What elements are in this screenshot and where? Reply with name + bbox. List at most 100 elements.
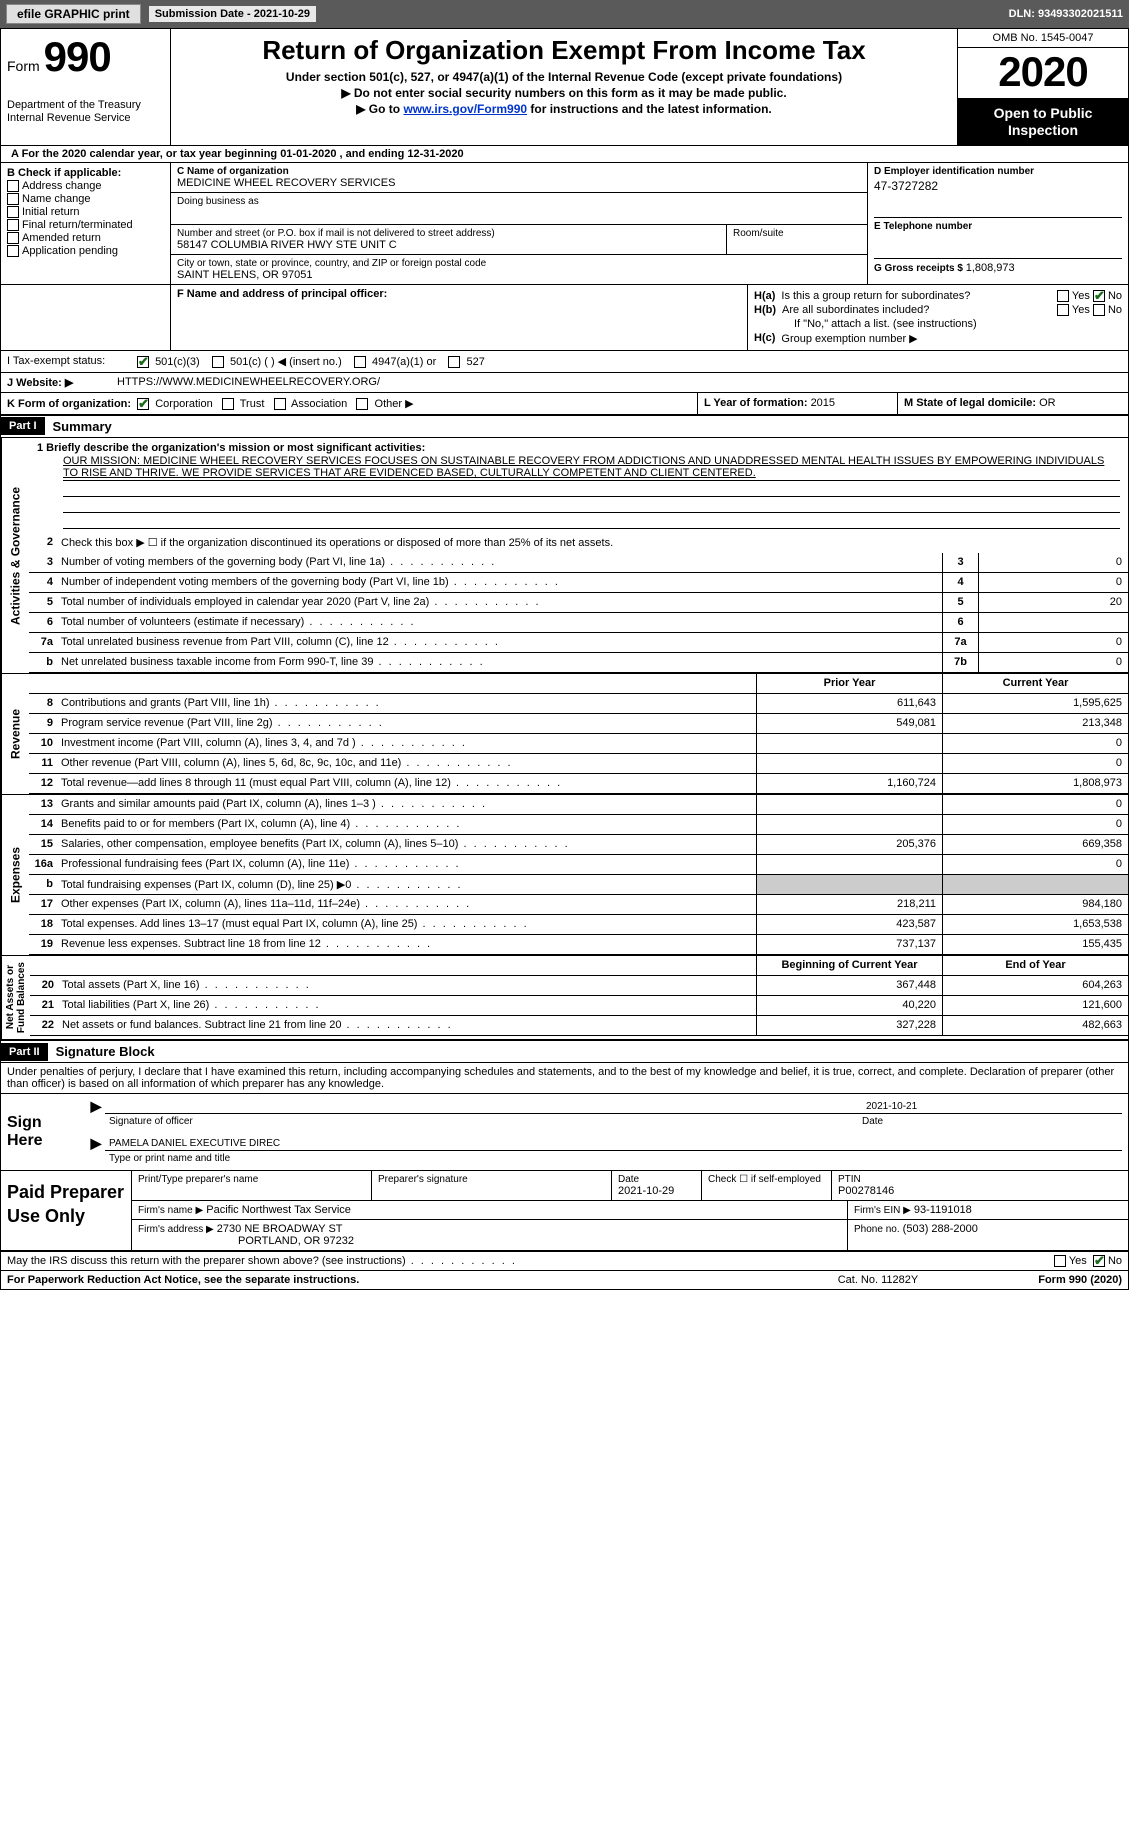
row-klm: K Form of organization: Corporation Trus… [1,393,1128,416]
chk-address-change[interactable]: Address change [7,180,164,192]
ha-text: Is this a group return for subordinates? [781,290,1057,302]
hb-yes[interactable] [1057,304,1069,316]
discuss-no[interactable] [1093,1255,1105,1267]
fin-line-b: bTotal fundraising expenses (Part IX, co… [29,875,1128,895]
prep-sig-label: Preparer's signature [378,1174,605,1185]
chk-corporation[interactable] [137,398,149,410]
officer-name: PAMELA DANIEL EXECUTIVE DIREC [105,1137,1122,1150]
city-label: City or town, state or province, country… [177,258,861,269]
net-assets-section: Net Assets or Fund Balances Beginning of… [1,956,1128,1041]
chk-501c[interactable] [212,356,224,368]
form-org-label: K Form of organization: [7,398,131,410]
chk-amended[interactable]: Amended return [7,232,164,244]
chk-527[interactable] [448,356,460,368]
box-k: K Form of organization: Corporation Trus… [1,393,698,414]
tax-year: 2020 [958,48,1128,99]
paid-preparer-section: Paid Preparer Use Only Print/Type prepar… [1,1171,1128,1252]
chk-initial-return[interactable]: Initial return [7,206,164,218]
room-suite-cell: Room/suite [727,225,867,255]
gov-line-b: bNet unrelated business taxable income f… [29,653,1128,673]
chk-app-pending[interactable]: Application pending [7,245,164,257]
part2-title: Signature Block [48,1041,163,1062]
chk-name-change[interactable]: Name change [7,193,164,205]
fin-line-16a: 16aProfessional fundraising fees (Part I… [29,855,1128,875]
hb-no[interactable] [1093,304,1105,316]
section-bcdefg: B Check if applicable: Address change Na… [1,163,1128,285]
org-name: MEDICINE WHEEL RECOVERY SERVICES [177,177,861,189]
gross-receipts-label: G Gross receipts $ [874,263,966,274]
top-bar: efile GRAPHIC print Submission Date - 20… [0,0,1129,28]
expenses-section: Expenses 13Grants and similar amounts pa… [1,795,1128,956]
section-fh: F Name and address of principal officer:… [1,285,1128,350]
officer-name-label: Type or print name and title [105,1153,1122,1164]
prep-self-employed[interactable]: Check ☐ if self-employed [702,1171,832,1200]
city-cell: City or town, state or province, country… [171,255,867,284]
fin-line-19: 19Revenue less expenses. Subtract line 1… [29,935,1128,955]
efile-print-button[interactable]: efile GRAPHIC print [6,4,141,24]
gov-line-4: 4Number of independent voting members of… [29,573,1128,593]
phone-label: E Telephone number [874,221,1122,232]
dept-treasury: Department of the Treasury Internal Reve… [7,99,164,125]
box-b-title: B Check if applicable: [7,167,164,179]
fin-line-21: 21Total liabilities (Part X, line 26)40,… [30,996,1128,1016]
form-header: Form 990 Department of the Treasury Inte… [1,29,1128,146]
chk-trust[interactable] [222,398,234,410]
suite-label: Room/suite [733,228,861,239]
mission-text: OUR MISSION: MEDICINE WHEEL RECOVERY SER… [63,454,1120,481]
box-deg: D Employer identification number 47-3727… [868,163,1128,284]
mission-question: 1 Briefly describe the organization's mi… [37,442,1120,454]
chk-association[interactable] [274,398,286,410]
box-f: F Name and address of principal officer: [171,285,748,350]
box-c: C Name of organization MEDICINE WHEEL RE… [171,163,868,284]
box-m: M State of legal domicile: OR [898,393,1128,414]
fin-line-9: 9Program service revenue (Part VIII, lin… [29,714,1128,734]
form-word: Form [7,58,40,74]
part2-badge: Part II [1,1043,48,1061]
beginning-year-header: Beginning of Current Year [756,956,942,975]
hb-label: H(b) [754,304,776,316]
header-left: Form 990 Department of the Treasury Inte… [1,29,171,145]
hb-text: Are all subordinates included? [782,304,1057,316]
paperwork-notice: For Paperwork Reduction Act Notice, see … [7,1274,838,1286]
ha-yes[interactable] [1057,290,1069,302]
fin-line-22: 22Net assets or fund balances. Subtract … [30,1016,1128,1036]
firm-ein: 93-1191018 [914,1204,972,1216]
footer: For Paperwork Reduction Act Notice, see … [1,1271,1128,1289]
sign-date: 2021-10-21 [862,1100,1122,1113]
discuss-yes[interactable] [1054,1255,1066,1267]
vert-expenses: Expenses [1,795,29,955]
line-a-tax-year: A For the 2020 calendar year, or tax yea… [1,146,1128,163]
mission-block: 1 Briefly describe the organization's mi… [29,438,1128,533]
end-year-header: End of Year [942,956,1128,975]
firm-phone: (503) 288-2000 [903,1223,978,1235]
fin-line-14: 14Benefits paid to or for members (Part … [29,815,1128,835]
current-year-header: Current Year [942,674,1128,693]
sign-here-label: Sign Here [1,1094,81,1170]
subtitle-2: ▶ Do not enter social security numbers o… [181,86,947,100]
ha-no[interactable] [1093,290,1105,302]
firm-city: PORTLAND, OR 97232 [138,1235,841,1247]
fin-line-8: 8Contributions and grants (Part VIII, li… [29,694,1128,714]
subtitle-3: ▶ Go to www.irs.gov/Form990 for instruct… [181,102,947,116]
fin-line-11: 11Other revenue (Part VIII, column (A), … [29,754,1128,774]
vert-revenue: Revenue [1,674,29,794]
box-l: L Year of formation: 2015 [698,393,898,414]
fin-line-17: 17Other expenses (Part IX, column (A), l… [29,895,1128,915]
chk-501c3[interactable] [137,356,149,368]
prep-name-label: Print/Type preparer's name [138,1174,365,1185]
ptin-label: PTIN [838,1174,1122,1185]
chk-final-return[interactable]: Final return/terminated [7,219,164,231]
principal-officer-label: F Name and address of principal officer: [177,288,387,300]
subtitle-1: Under section 501(c), 527, or 4947(a)(1)… [181,70,947,84]
website-link[interactable]: HTTPS://WWW.MEDICINEWHEELRECOVERY.ORG/ [117,376,380,388]
instructions-link[interactable]: www.irs.gov/Form990 [403,102,527,116]
website-label: J Website: ▶ [7,376,117,389]
chk-4947[interactable] [354,356,366,368]
perjury-declaration: Under penalties of perjury, I declare th… [1,1063,1128,1094]
firm-name: Pacific Northwest Tax Service [206,1204,351,1216]
chk-other[interactable] [356,398,368,410]
hc-text: Group exemption number ▶ [781,332,917,345]
street-address: 58147 COLUMBIA RIVER HWY STE UNIT C [177,239,720,251]
sig-officer-label: Signature of officer [105,1116,862,1127]
ha-label: H(a) [754,290,775,302]
